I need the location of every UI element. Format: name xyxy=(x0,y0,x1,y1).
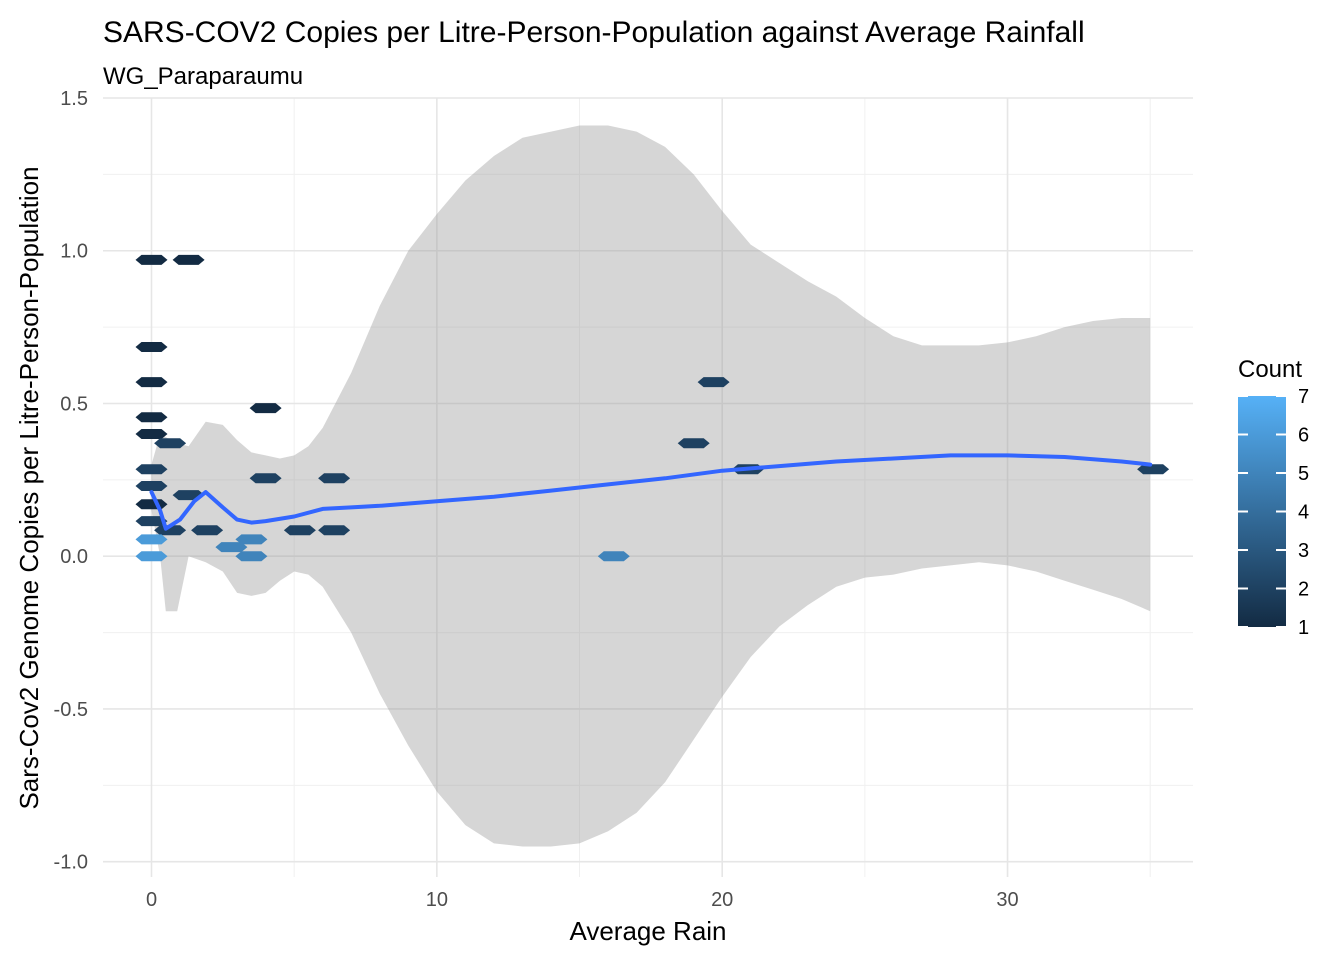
y-tick-label: 1.5 xyxy=(60,88,88,110)
y-tick-label: -1.0 xyxy=(54,852,88,874)
hex-bin xyxy=(172,254,205,265)
legend-ticks: 1 2 3 4 5 6 7 xyxy=(1238,386,1309,639)
hex-bin xyxy=(249,403,282,414)
y-tick-label: 0.0 xyxy=(60,546,88,568)
major-gridlines xyxy=(103,97,1193,877)
smooth-line-layer xyxy=(149,453,1153,531)
y-tick-label: -0.5 xyxy=(54,699,88,721)
smooth-line xyxy=(149,453,1153,531)
hex-bin xyxy=(697,377,730,388)
hex-bin xyxy=(135,342,168,352)
legend-tick-label: 5 xyxy=(1298,463,1309,485)
hex-bin xyxy=(135,254,168,265)
legend-tick-label: 4 xyxy=(1298,502,1309,524)
x-tick-label: 0 xyxy=(146,889,157,911)
hex-bin xyxy=(235,551,268,562)
hex-bin xyxy=(1137,464,1170,475)
legend-tick-label: 6 xyxy=(1298,425,1309,447)
legend-title: Count xyxy=(1238,356,1302,383)
x-tick-label: 30 xyxy=(996,889,1018,911)
hex-bin xyxy=(135,412,168,423)
x-tick-label: 10 xyxy=(426,889,448,911)
y-tick-label: 1.0 xyxy=(60,241,88,263)
hex-bin xyxy=(135,464,168,475)
legend-tick-label: 2 xyxy=(1298,579,1309,601)
hex-bin xyxy=(318,525,351,536)
hex-bin xyxy=(135,377,168,388)
legend-tick-label: 7 xyxy=(1298,386,1309,408)
legend: Count 1 2 3 4 5 6 7 xyxy=(1238,356,1309,639)
x-axis-title: Average Rain xyxy=(569,916,726,946)
hex-bin xyxy=(191,525,224,536)
hex-bin xyxy=(318,473,351,484)
confidence-band-layer xyxy=(151,125,1151,847)
hex-bin xyxy=(597,551,630,562)
confidence-band xyxy=(151,125,1151,847)
y-axis-title: Sars-Cov2 Genome Copies per Litre-Person… xyxy=(14,166,44,809)
hex-bin xyxy=(135,551,168,562)
x-tick-label: 20 xyxy=(711,889,733,911)
minor-gridlines xyxy=(103,98,1193,877)
hex-bin xyxy=(677,438,710,449)
chart-title: SARS-COV2 Copies per Litre-Person-Popula… xyxy=(103,16,1085,49)
hex-bin xyxy=(154,438,187,449)
legend-tick-label: 3 xyxy=(1298,540,1309,562)
hex-bin xyxy=(135,429,168,439)
x-axis-ticks: 0 10 20 30 xyxy=(146,889,1019,911)
hex-bin xyxy=(215,542,248,553)
y-tick-label: 0.5 xyxy=(60,393,88,415)
hex-bin xyxy=(135,481,168,491)
hex-bin xyxy=(249,473,282,484)
hex-bin xyxy=(135,499,168,510)
legend-tick-label: 1 xyxy=(1298,617,1309,639)
chart-subtitle: WG_Paraparaumu xyxy=(103,63,303,90)
y-axis-ticks: -1.0 -0.5 0.0 0.5 1.0 1.5 xyxy=(54,88,88,874)
hex-bin xyxy=(135,516,168,527)
hex-bin xyxy=(154,525,187,536)
hex-bin xyxy=(283,525,316,536)
hex-bin xyxy=(135,534,168,545)
hex-bin xyxy=(235,534,268,545)
